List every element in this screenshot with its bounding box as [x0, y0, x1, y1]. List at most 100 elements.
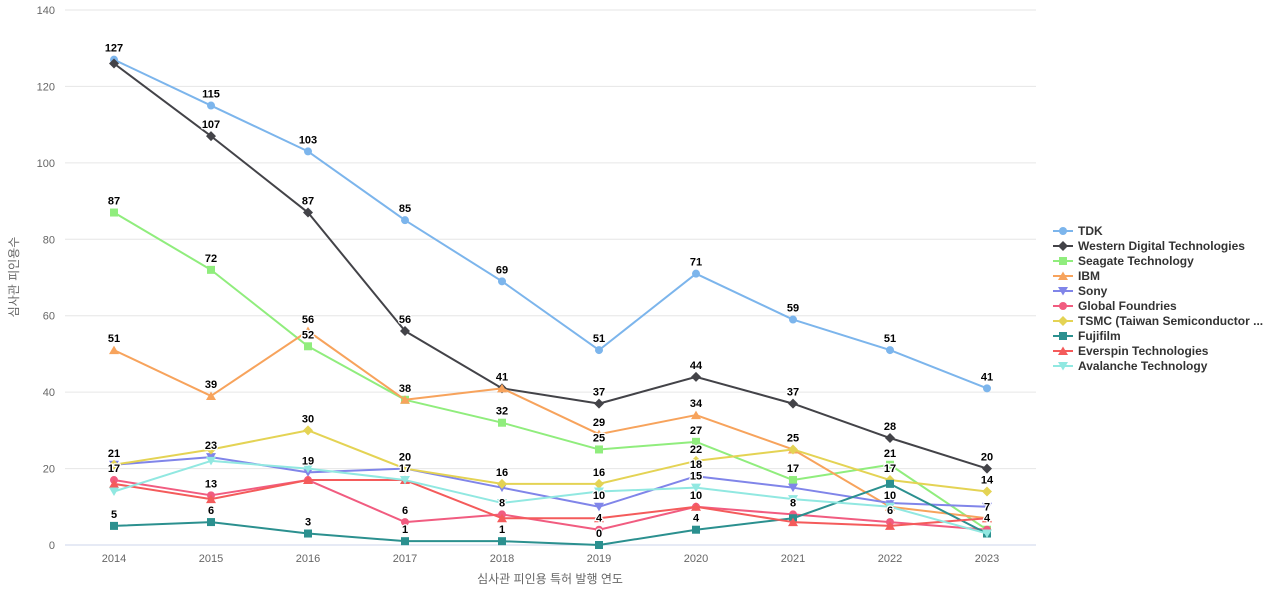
- data-point-avalanche-technology-2023[interactable]: [982, 529, 992, 539]
- data-point-fujifilm-2018[interactable]: [498, 537, 506, 546]
- data-point-everspin-technologies-2022[interactable]: [885, 521, 895, 530]
- legend-label-ibm[interactable]: IBM: [1078, 269, 1100, 283]
- data-point-seagate-technology-2018[interactable]: [498, 418, 506, 427]
- data-point-western-digital-technologies-2014[interactable]: [109, 58, 119, 69]
- data-point-seagate-technology-2019[interactable]: [595, 445, 603, 454]
- data-point-fujifilm-2019[interactable]: [595, 541, 603, 549]
- legend-item-tdk[interactable]: TDK: [1053, 224, 1103, 238]
- data-point-tsmc-taiwan-semiconductor-2015[interactable]: [206, 444, 216, 455]
- data-point-fujifilm-2016[interactable]: [304, 529, 312, 538]
- data-point-ibm-2017[interactable]: [400, 395, 410, 404]
- data-point-ibm-2014[interactable]: [109, 345, 119, 355]
- data-point-avalanche-technology-2015[interactable]: [206, 456, 216, 466]
- legend-item-global-foundries[interactable]: Global Foundries: [1053, 299, 1177, 313]
- data-point-tsmc-taiwan-semiconductor-2020[interactable]: [691, 455, 701, 466]
- data-point-tsmc-taiwan-semiconductor-2017[interactable]: [400, 463, 410, 474]
- data-point-western-digital-technologies-2023[interactable]: [982, 463, 992, 474]
- data-point-everspin-technologies-2023[interactable]: [982, 513, 992, 523]
- data-point-sony-2021[interactable]: [788, 483, 798, 493]
- legend-item-sony[interactable]: Sony: [1053, 284, 1108, 298]
- data-point-avalanche-technology-2020[interactable]: [691, 483, 701, 493]
- legend-item-ibm[interactable]: IBM: [1053, 269, 1100, 283]
- data-point-tsmc-taiwan-semiconductor-2016[interactable]: [303, 425, 313, 436]
- data-point-tsmc-taiwan-semiconductor-2021[interactable]: [788, 444, 798, 455]
- legend-label-sony[interactable]: Sony: [1078, 284, 1108, 298]
- data-point-tdk-2020[interactable]: [692, 269, 700, 278]
- data-point-sony-2020[interactable]: [691, 472, 701, 481]
- legend-label-tsmc-taiwan-semiconductor[interactable]: TSMC (Taiwan Semiconductor ...: [1078, 314, 1263, 328]
- data-point-sony-2019[interactable]: [594, 502, 604, 512]
- data-point-ibm-2016[interactable]: [303, 326, 313, 336]
- data-point-fujifilm-2015[interactable]: [207, 518, 215, 527]
- data-point-tsmc-taiwan-semiconductor-2019[interactable]: [594, 478, 604, 489]
- data-point-tsmc-taiwan-semiconductor-2014[interactable]: [109, 459, 119, 470]
- legend-item-everspin-technologies[interactable]: Everspin Technologies: [1053, 344, 1209, 358]
- data-point-tdk-2022[interactable]: [886, 346, 894, 355]
- data-point-ibm-2018[interactable]: [497, 383, 507, 393]
- legend-label-avalanche-technology[interactable]: Avalanche Technology: [1078, 359, 1208, 373]
- legend-item-western-digital-technologies[interactable]: Western Digital Technologies: [1053, 239, 1245, 253]
- data-point-tdk-2018[interactable]: [498, 277, 506, 286]
- data-point-seagate-technology-2020[interactable]: [692, 437, 700, 446]
- data-point-global-foundries-2017[interactable]: [401, 518, 409, 527]
- data-point-everspin-technologies-2018[interactable]: [497, 513, 507, 523]
- data-point-avalanche-technology-2017[interactable]: [400, 476, 410, 485]
- data-point-seagate-technology-2015[interactable]: [207, 265, 215, 274]
- data-point-everspin-technologies-2019[interactable]: [594, 513, 604, 523]
- data-point-seagate-technology-2016[interactable]: [304, 342, 312, 351]
- data-point-fujifilm-2020[interactable]: [692, 525, 700, 534]
- data-point-avalanche-technology-2022[interactable]: [885, 502, 895, 512]
- legend-label-seagate-technology[interactable]: Seagate Technology: [1078, 254, 1194, 268]
- data-point-everspin-technologies-2021[interactable]: [788, 517, 798, 527]
- data-point-western-digital-technologies-2020[interactable]: [691, 371, 701, 382]
- data-point-global-foundries-2019[interactable]: [595, 525, 603, 534]
- data-point-seagate-technology-2014[interactable]: [110, 208, 118, 217]
- legend-label-global-foundries[interactable]: Global Foundries: [1078, 299, 1177, 313]
- data-point-western-digital-technologies-2017[interactable]: [400, 326, 410, 336]
- legend-label-everspin-technologies[interactable]: Everspin Technologies: [1078, 344, 1209, 358]
- data-point-tsmc-taiwan-semiconductor-2023[interactable]: [982, 486, 992, 497]
- data-point-everspin-technologies-2020[interactable]: [691, 502, 701, 511]
- data-point-fujifilm-2017[interactable]: [401, 537, 409, 546]
- data-point-everspin-technologies-2014[interactable]: [109, 479, 119, 488]
- legend-item-tsmc-taiwan-semiconductor[interactable]: TSMC (Taiwan Semiconductor ...: [1053, 314, 1263, 328]
- data-point-tdk-2023[interactable]: [983, 384, 991, 393]
- data-point-western-digital-technologies-2022[interactable]: [885, 433, 895, 443]
- data-point-avalanche-technology-2021[interactable]: [788, 495, 798, 504]
- data-point-fujifilm-2014[interactable]: [110, 521, 118, 530]
- data-point-tdk-2015[interactable]: [207, 101, 215, 110]
- legend-item-avalanche-technology[interactable]: Avalanche Technology: [1053, 359, 1208, 373]
- series-line-western-digital-technologies: [113, 62, 988, 470]
- data-point-avalanche-technology-2014[interactable]: [109, 487, 119, 497]
- data-point-western-digital-technologies-2015[interactable]: [206, 131, 216, 142]
- data-point-tsmc-taiwan-semiconductor-2018[interactable]: [497, 478, 507, 489]
- data-point-tdk-2021[interactable]: [789, 315, 797, 324]
- data-point-seagate-technology-2021[interactable]: [789, 476, 797, 485]
- data-point-avalanche-technology-2019[interactable]: [594, 487, 604, 497]
- data-point-fujifilm-2022[interactable]: [886, 479, 894, 488]
- data-point-avalanche-technology-2018[interactable]: [497, 498, 507, 508]
- x-tick-label: 2015: [199, 553, 223, 565]
- legend-item-fujifilm[interactable]: Fujifilm: [1053, 329, 1121, 343]
- data-point-everspin-technologies-2015[interactable]: [206, 494, 216, 504]
- data-label-tdk-2014: 127: [105, 43, 123, 55]
- data-point-ibm-2019[interactable]: [594, 429, 604, 439]
- data-point-ibm-2015[interactable]: [206, 391, 216, 400]
- legend-label-fujifilm[interactable]: Fujifilm: [1078, 329, 1121, 343]
- legend-item-seagate-technology[interactable]: Seagate Technology: [1053, 254, 1194, 268]
- data-point-western-digital-technologies-2019[interactable]: [594, 398, 604, 409]
- data-point-seagate-technology-2022[interactable]: [886, 460, 894, 469]
- legend-label-western-digital-technologies[interactable]: Western Digital Technologies: [1078, 239, 1245, 253]
- legend-label-tdk[interactable]: TDK: [1078, 224, 1103, 238]
- data-point-western-digital-technologies-2021[interactable]: [788, 398, 798, 409]
- data-point-tdk-2019[interactable]: [595, 346, 603, 355]
- data-point-everspin-technologies-2016[interactable]: [303, 475, 313, 485]
- data-point-avalanche-technology-2016[interactable]: [303, 464, 313, 474]
- data-point-tdk-2016[interactable]: [304, 147, 312, 156]
- data-point-ibm-2020[interactable]: [691, 410, 701, 420]
- series-avalanche-technology: [109, 456, 992, 539]
- data-point-tdk-2017[interactable]: [401, 216, 409, 225]
- data-point-western-digital-technologies-2016[interactable]: [303, 207, 313, 218]
- data-point-sony-2023[interactable]: [982, 502, 992, 512]
- y-tick-label: 40: [43, 387, 55, 399]
